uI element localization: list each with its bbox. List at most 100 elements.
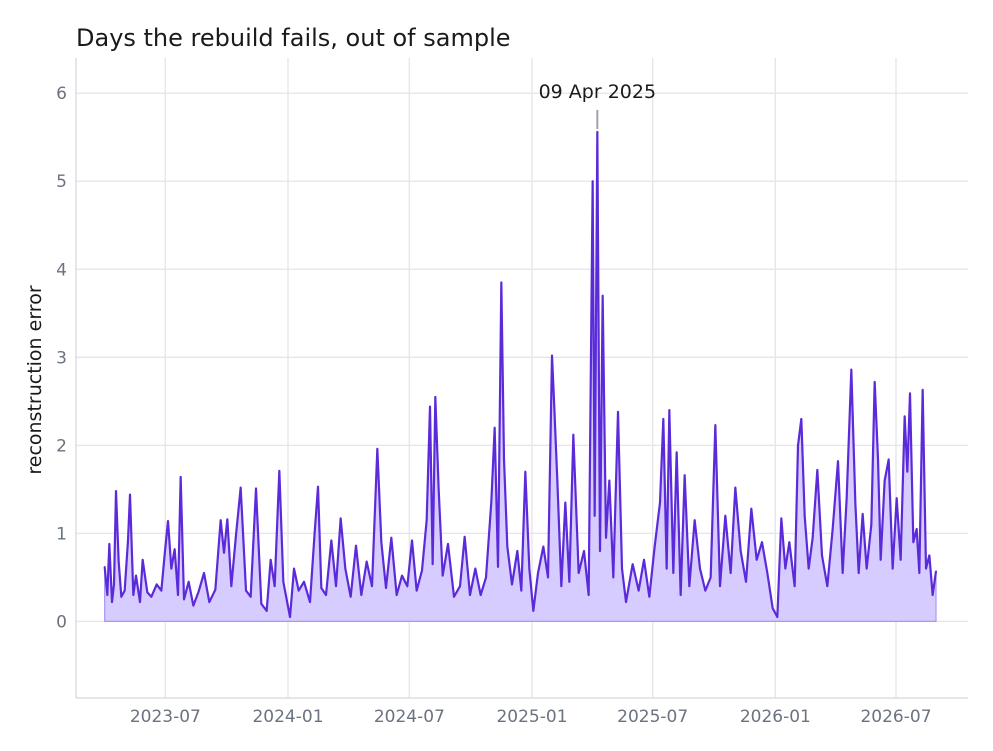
data-point [709, 576, 712, 579]
data-point [621, 567, 623, 570]
y-tick-label: 0 [56, 612, 67, 632]
data-point [111, 601, 113, 603]
data-point [453, 595, 455, 598]
data-point [672, 572, 675, 574]
data-point [895, 497, 898, 499]
data-point [659, 501, 661, 504]
data-point [593, 514, 596, 517]
data-point [837, 460, 839, 462]
data-point [928, 554, 931, 557]
data-point [877, 457, 879, 460]
data-point [648, 595, 651, 598]
data-point [395, 594, 398, 596]
data-point [132, 594, 135, 596]
data-point [734, 486, 737, 489]
data-point [528, 567, 531, 570]
chart-title: Days the rebuild fails, out of sample [76, 24, 511, 52]
x-tick-label: 2026-07 [860, 707, 931, 727]
data-point [643, 558, 645, 561]
data-point [596, 131, 599, 133]
data-point [164, 546, 167, 549]
data-point [214, 588, 217, 591]
x-tick-label: 2025-01 [496, 707, 567, 727]
data-point [608, 479, 611, 482]
data-point [909, 392, 911, 395]
y-tick-label: 2 [56, 436, 67, 456]
data-point [583, 550, 585, 552]
data-point [160, 589, 163, 592]
data-point [203, 572, 205, 574]
data-point [120, 595, 123, 598]
data-point [883, 479, 886, 482]
data-point [441, 574, 444, 577]
data-point [320, 587, 323, 589]
data-point [265, 610, 268, 612]
data-point [668, 409, 671, 411]
x-tick-label: 2024-07 [374, 707, 445, 727]
data-point [479, 594, 482, 596]
data-point [503, 458, 505, 461]
data-point [139, 601, 141, 603]
data-point [313, 531, 316, 534]
data-point [688, 585, 691, 587]
data-point [425, 519, 428, 521]
data-point [177, 594, 179, 596]
data-point [921, 389, 924, 391]
data-point [854, 501, 857, 504]
data-point [170, 567, 173, 570]
data-point [385, 587, 387, 589]
data-point [532, 610, 535, 612]
data-point [870, 523, 873, 526]
data-point [857, 572, 860, 574]
y-tick-label: 5 [56, 172, 67, 192]
data-point [360, 594, 363, 596]
data-point [807, 567, 810, 570]
data-point [724, 514, 727, 517]
data-point [631, 563, 634, 565]
data-point [506, 545, 509, 548]
data-point [239, 486, 242, 489]
data-point [861, 513, 864, 515]
data-point [683, 474, 686, 477]
data-point [776, 616, 779, 618]
data-point [511, 583, 513, 586]
data-point [599, 550, 601, 552]
annotations: 09 Apr 2025 [539, 81, 656, 129]
data-point [293, 567, 295, 570]
data-point [187, 580, 190, 583]
data-point [553, 399, 555, 402]
data-point [113, 583, 115, 586]
data-point [406, 585, 409, 587]
ticks: 0 1 2 3 4 5 6 2023-07 2024-01 2024-07 2025-01 2025-… [56, 84, 931, 727]
data-point [411, 539, 413, 542]
data-point [719, 585, 721, 587]
data-point [260, 603, 263, 605]
data-point [811, 536, 814, 539]
data-point [693, 519, 696, 521]
annotation-label: 09 Apr 2025 [539, 81, 656, 103]
data-point [653, 545, 656, 548]
data-point [344, 567, 347, 570]
data-point [309, 601, 311, 603]
data-point [390, 536, 393, 539]
data-point [255, 487, 257, 490]
data-point [108, 543, 111, 545]
data-point [542, 545, 545, 548]
data-point [797, 444, 799, 447]
x-tick-label: 2024-01 [252, 707, 323, 727]
series-line [103, 130, 938, 619]
data-point [282, 580, 285, 583]
data-point [750, 507, 753, 510]
data-point [317, 485, 319, 488]
data-point [784, 567, 787, 570]
y-tick-label: 1 [56, 524, 67, 544]
data-point [123, 589, 126, 592]
data-point [183, 598, 185, 601]
data-point [226, 518, 229, 521]
data-point [245, 589, 247, 592]
data-point [249, 595, 252, 598]
data-point [371, 585, 373, 587]
data-point [572, 433, 575, 436]
axes [75, 58, 968, 699]
